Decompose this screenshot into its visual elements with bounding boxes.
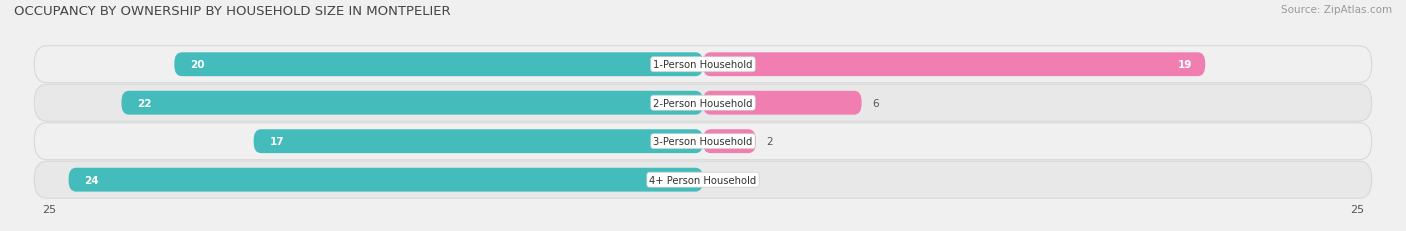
FancyBboxPatch shape [253,130,703,153]
FancyBboxPatch shape [34,123,1372,160]
Text: 2-Person Household: 2-Person Household [654,98,752,108]
FancyBboxPatch shape [703,53,1205,77]
Text: 4+ Person Household: 4+ Person Household [650,175,756,185]
Text: OCCUPANCY BY OWNERSHIP BY HOUSEHOLD SIZE IN MONTPELIER: OCCUPANCY BY OWNERSHIP BY HOUSEHOLD SIZE… [14,5,451,18]
Text: 1-Person Household: 1-Person Household [654,60,752,70]
Text: 20: 20 [190,60,205,70]
Text: 19: 19 [1178,60,1192,70]
Text: 17: 17 [270,137,284,146]
FancyBboxPatch shape [34,161,1372,198]
Text: 25: 25 [1350,204,1364,214]
FancyBboxPatch shape [121,91,703,115]
Text: 25: 25 [42,204,56,214]
Text: Source: ZipAtlas.com: Source: ZipAtlas.com [1281,5,1392,15]
Text: 2: 2 [766,137,773,146]
FancyBboxPatch shape [34,47,1372,83]
Text: 3-Person Household: 3-Person Household [654,137,752,146]
Text: 0: 0 [714,175,720,185]
Text: 22: 22 [138,98,152,108]
FancyBboxPatch shape [703,91,862,115]
Text: 24: 24 [84,175,98,185]
FancyBboxPatch shape [34,85,1372,122]
FancyBboxPatch shape [69,168,703,192]
FancyBboxPatch shape [703,130,756,153]
Text: 6: 6 [872,98,879,108]
FancyBboxPatch shape [174,53,703,77]
